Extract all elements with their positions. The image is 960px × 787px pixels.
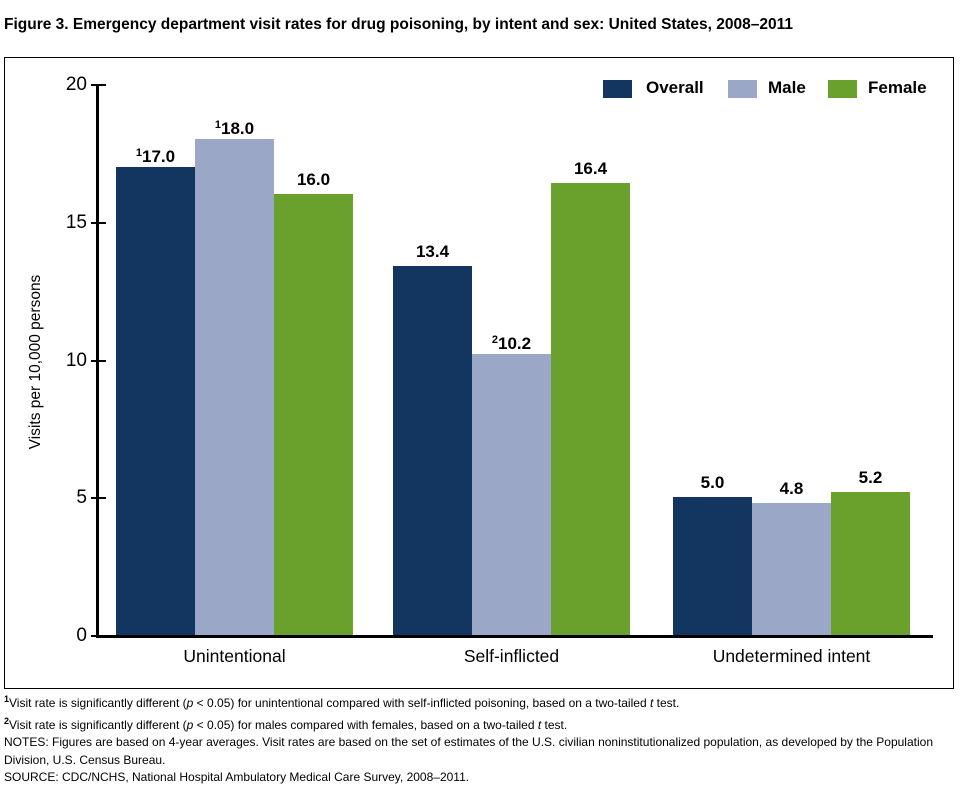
bar-male-0 bbox=[195, 139, 274, 635]
chart-frame: Overall Male Female Visits per 10,000 pe… bbox=[4, 57, 954, 689]
bar-value-label: 13.4 bbox=[415, 242, 450, 261]
bar-value-label: 16.4 bbox=[573, 159, 608, 178]
y-tick-label: 20 bbox=[65, 74, 87, 95]
footnote-line: SOURCE: CDC/NCHS, National Hospital Ambu… bbox=[4, 770, 470, 784]
y-tick bbox=[91, 497, 106, 499]
y-tick bbox=[91, 84, 106, 86]
legend-swatch-female bbox=[828, 80, 857, 98]
y-tick bbox=[91, 222, 106, 224]
footnote-line: 2Visit rate is significantly different (… bbox=[4, 715, 568, 732]
footnotes: 1Visit rate is significantly different (… bbox=[4, 691, 954, 787]
y-tick-label: 5 bbox=[76, 487, 87, 508]
bar-value-label: 5.2 bbox=[858, 468, 883, 487]
legend-label-overall: Overall bbox=[646, 78, 704, 97]
y-tick bbox=[91, 360, 106, 362]
footnote-line: 1Visit rate is significantly different (… bbox=[4, 694, 680, 710]
bar-overall-2 bbox=[673, 497, 752, 635]
bar-value-label: 210.2 bbox=[491, 334, 532, 353]
legend-swatch-overall bbox=[603, 80, 632, 98]
y-tick-label: 0 bbox=[76, 625, 87, 646]
y-tick-label: 15 bbox=[65, 212, 87, 233]
bar-female-1 bbox=[551, 183, 630, 635]
category-label: Self-inflicted bbox=[463, 646, 560, 666]
x-axis-line bbox=[96, 635, 933, 638]
legend-swatch-male bbox=[728, 80, 757, 98]
legend-label-female: Female bbox=[868, 78, 927, 97]
bar-male-2 bbox=[752, 503, 831, 635]
bar-value-label: 4.8 bbox=[779, 479, 804, 498]
bar-female-2 bbox=[831, 492, 910, 635]
footnote-line: NOTES: Figures are based on 4-year avera… bbox=[4, 735, 933, 767]
bar-value-label: 16.0 bbox=[296, 170, 331, 189]
plot-area: Overall Male Female Visits per 10,000 pe… bbox=[5, 58, 953, 688]
bar-overall-0 bbox=[116, 167, 195, 635]
legend-label-male: Male bbox=[768, 78, 806, 97]
category-label: Unintentional bbox=[183, 646, 286, 666]
bar-value-label: 5.0 bbox=[700, 473, 725, 492]
y-tick bbox=[91, 635, 106, 637]
bar-female-0 bbox=[274, 194, 353, 635]
category-label: Undetermined intent bbox=[712, 646, 871, 666]
bar-male-1 bbox=[472, 354, 551, 635]
figure-title: Figure 3. Emergency department visit rat… bbox=[4, 16, 794, 33]
y-tick-label: 10 bbox=[65, 350, 87, 371]
bar-value-label: 117.0 bbox=[135, 147, 176, 166]
bar-overall-1 bbox=[393, 266, 472, 635]
bar-value-label: 118.0 bbox=[214, 119, 255, 138]
